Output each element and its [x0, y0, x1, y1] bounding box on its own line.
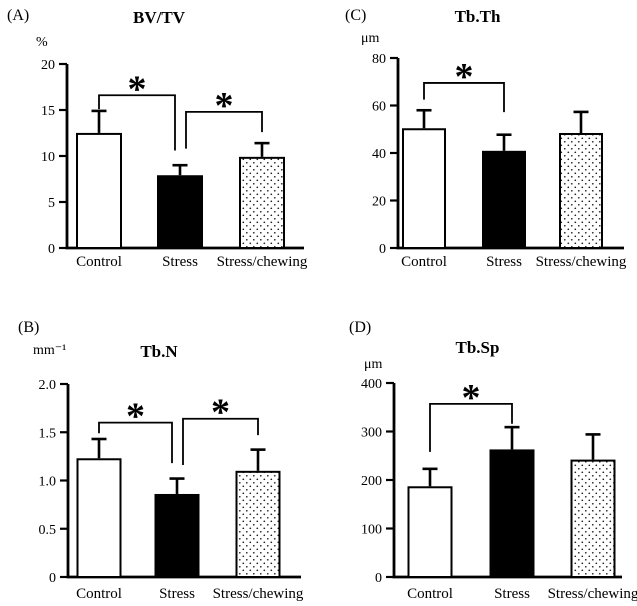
y-tick-label: 0 [375, 571, 382, 586]
category-label: Stress/chewing [548, 586, 637, 602]
category-label: Control [76, 254, 122, 270]
category-label: Stress [494, 586, 530, 602]
panel-D-tbsp: (D) Tb.Sp μm 0 100 200 300 400 Control Stress S… [318, 306, 637, 606]
chart-title: Tb.N [140, 342, 178, 361]
significance-asterisk: * [215, 85, 234, 127]
chart-plot-B: 0 0.5 1.0 1.5 2.0 Control Stress Stress/chewing… [39, 378, 304, 602]
bar-stress-chewing [570, 459, 616, 579]
y-axis-unit-label: μm [364, 357, 383, 372]
significance-bracket [423, 82, 505, 113]
category-label: Stress/chewing [217, 254, 308, 270]
y-axis-unit-label: μm [361, 31, 380, 46]
panel-label: (D) [349, 319, 372, 336]
y-tick-label: 10 [41, 150, 55, 165]
y-tick-label: 40 [372, 147, 386, 162]
significance-asterisk: * [211, 392, 230, 434]
significance-asterisk: * [126, 396, 145, 438]
y-tick-label: 20 [372, 195, 386, 210]
panel-C-tbth: (C) Tb.Th μm 0 20 40 60 80 Control Stress Stres… [318, 0, 637, 300]
bar-control [76, 132, 122, 249]
significance-asterisk: * [128, 68, 147, 110]
panel-label: (C) [345, 7, 367, 24]
significance-bracket [185, 110, 263, 149]
bar-stress-chewing [235, 470, 281, 578]
y-axis-unit-label: mm⁻¹ [33, 343, 67, 358]
bar-stress [157, 175, 203, 250]
y-tick-label: 400 [361, 377, 382, 392]
category-label: Stress [159, 586, 195, 602]
panel-label: (B) [18, 319, 40, 336]
significance-asterisk: * [462, 377, 481, 419]
significance-bracket [429, 402, 513, 452]
category-label: Control [401, 254, 447, 270]
category-label: Stress [162, 254, 198, 270]
bar-control [402, 128, 446, 249]
y-axis-unit-label: % [36, 35, 48, 50]
y-tick-label: 0 [48, 242, 55, 257]
category-label: Control [76, 586, 122, 602]
category-label: Control [407, 586, 453, 602]
chart-plot-A: 0 5 10 15 20 Control Stress Stress/chewing * * [41, 58, 308, 270]
y-tick-label: 5 [48, 196, 55, 211]
bar-stress [489, 449, 535, 578]
significance-bracket [98, 421, 173, 464]
y-tick-label: 100 [361, 523, 382, 538]
chart-title: Tb.Sp [455, 338, 500, 357]
bar-stress-chewing [559, 133, 603, 249]
y-tick-label: 15 [41, 104, 55, 119]
y-tick-label: 60 [372, 100, 386, 115]
y-tick-label: 300 [361, 426, 382, 441]
y-tick-label: 2.0 [39, 378, 57, 393]
panel-label: (A) [7, 7, 30, 24]
significance-asterisk: * [455, 56, 474, 98]
bar-stress-chewing [239, 156, 285, 249]
bar-control [76, 458, 122, 579]
y-tick-label: 0.5 [39, 523, 57, 538]
y-tick-label: 0 [379, 242, 386, 257]
significance-bracket [182, 417, 259, 466]
panel-B-tbn: (B) Tb.N mm⁻¹ 0 0.5 1.0 1.5 2.0 Control Stress… [0, 306, 318, 606]
category-label: Stress/chewing [213, 586, 304, 602]
panel-A-bvtv: (A) BV/TV % 0 5 10 15 20 Control Stress Stress/… [0, 0, 318, 300]
bar-stress [154, 493, 200, 579]
significance-bracket [98, 94, 176, 151]
y-tick-label: 1.5 [39, 426, 57, 441]
y-tick-label: 0 [49, 571, 56, 586]
chart-title: Tb.Th [454, 7, 501, 26]
category-label: Stress/chewing [536, 254, 627, 270]
y-tick-label: 1.0 [39, 475, 57, 490]
y-tick-label: 80 [372, 52, 386, 67]
category-label: Stress [486, 254, 522, 270]
bar-control [407, 486, 453, 578]
bar-stress [482, 150, 526, 249]
y-tick-label: 200 [361, 474, 382, 489]
chart-plot-C: 0 20 40 60 80 Control Stress Stress/chewing * [372, 52, 627, 270]
chart-title: BV/TV [133, 8, 185, 27]
chart-plot-D: 0 100 200 300 400 Control Stress Stress/chewing… [361, 377, 637, 602]
y-tick-label: 20 [41, 58, 55, 73]
